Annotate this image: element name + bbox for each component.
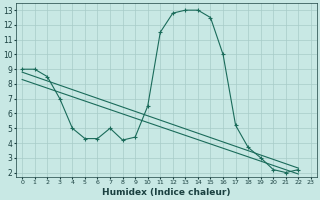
X-axis label: Humidex (Indice chaleur): Humidex (Indice chaleur) — [102, 188, 231, 197]
